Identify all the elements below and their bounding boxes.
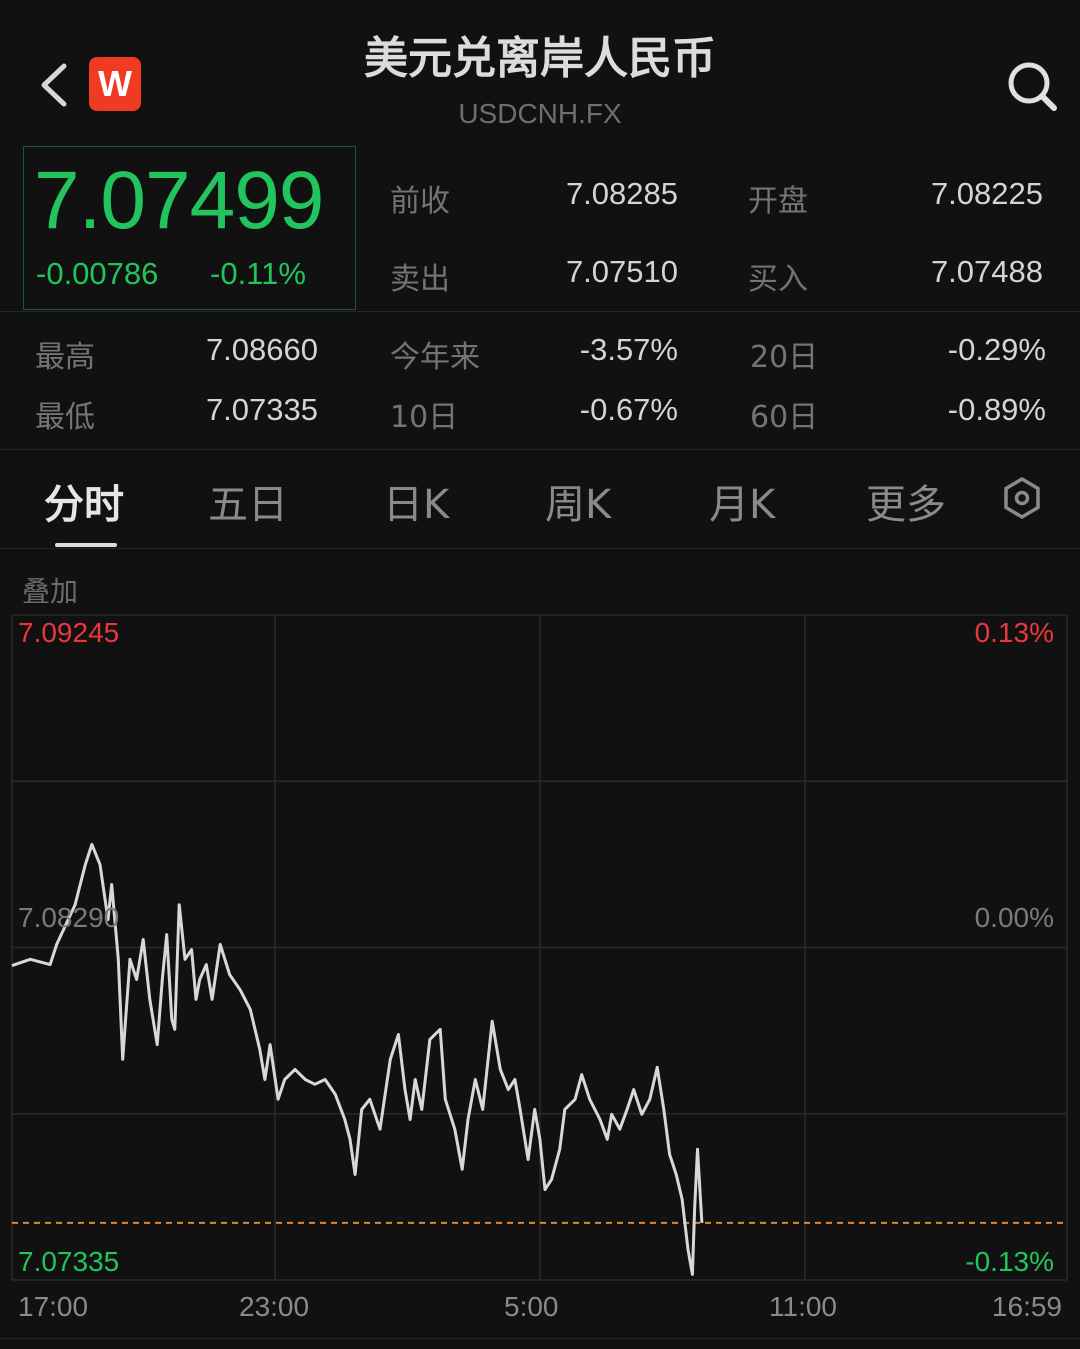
price-change: -0.00786 bbox=[36, 256, 159, 291]
stat-value: -0.67% bbox=[579, 392, 678, 427]
stat-value: -0.89% bbox=[947, 392, 1046, 427]
tab-five-day[interactable]: 五日 bbox=[208, 482, 288, 528]
price-box bbox=[23, 146, 356, 310]
y-label-top-price: 7.09245 bbox=[18, 617, 120, 648]
stat-label: 开盘 bbox=[748, 184, 808, 219]
stat-label: 20日 bbox=[750, 340, 819, 375]
y-label-bottom-price: 7.07335 bbox=[18, 1246, 120, 1277]
symbol-code: USDCNH.FX bbox=[458, 98, 622, 129]
divider bbox=[0, 548, 1080, 549]
settings-icon[interactable] bbox=[1000, 476, 1044, 520]
stat-value: 7.07510 bbox=[565, 254, 678, 289]
x-tick-label: 23:00 bbox=[239, 1291, 310, 1322]
stat-value: 7.07488 bbox=[930, 254, 1043, 289]
stat-value: 7.07335 bbox=[205, 392, 318, 427]
stat-label: 最低 bbox=[35, 400, 95, 435]
stat-label: 60日 bbox=[750, 400, 819, 435]
y-label-bottom-pct: -0.13% bbox=[965, 1246, 1054, 1277]
y-label-mid-pct: 0.00% bbox=[974, 902, 1054, 933]
stat-value: -0.29% bbox=[947, 332, 1046, 367]
stat-label: 10日 bbox=[390, 400, 459, 435]
x-tick-label: 16:59 bbox=[991, 1291, 1062, 1322]
app-logo-icon: W bbox=[89, 57, 141, 111]
stat-value: 7.08285 bbox=[565, 176, 678, 211]
tab-more[interactable]: 更多 bbox=[866, 482, 946, 528]
divider bbox=[0, 449, 1080, 450]
price-change-percent: -0.11% bbox=[210, 256, 306, 291]
last-price: 7.07499 bbox=[34, 155, 324, 246]
page-title: 美元兑离岸人民币 bbox=[364, 33, 716, 84]
stat-label: 最高 bbox=[35, 340, 95, 375]
overlay-button[interactable]: 叠加 bbox=[22, 575, 79, 608]
stat-value: -3.57% bbox=[579, 332, 678, 367]
stat-value: 7.08225 bbox=[930, 176, 1043, 211]
stat-label: 买入 bbox=[748, 262, 808, 297]
y-label-top-pct: 0.13% bbox=[974, 617, 1054, 648]
stat-value: 7.08660 bbox=[205, 332, 318, 367]
stat-label: 今年来 bbox=[390, 340, 480, 375]
back-chevron-icon[interactable] bbox=[36, 60, 76, 110]
price-line bbox=[11, 842, 704, 1276]
stat-label: 卖出 bbox=[390, 262, 450, 297]
search-icon[interactable] bbox=[1004, 58, 1060, 114]
tab-monthly-k[interactable]: 月K bbox=[709, 482, 776, 528]
tab-daily-k[interactable]: 日K bbox=[383, 482, 450, 528]
tab-weekly-k[interactable]: 周K bbox=[545, 482, 612, 528]
x-tick-label: 5:00 bbox=[504, 1291, 559, 1322]
tab-intraday[interactable]: 分时 bbox=[44, 482, 124, 528]
x-tick-label: 17:00 bbox=[18, 1291, 89, 1322]
y-label-mid-price: 7.08290 bbox=[18, 902, 120, 933]
active-tab-indicator bbox=[55, 543, 117, 547]
x-tick-label: 11:00 bbox=[769, 1291, 837, 1322]
stat-label: 前收 bbox=[390, 184, 450, 219]
divider bbox=[0, 1338, 1080, 1339]
divider bbox=[0, 311, 1080, 312]
